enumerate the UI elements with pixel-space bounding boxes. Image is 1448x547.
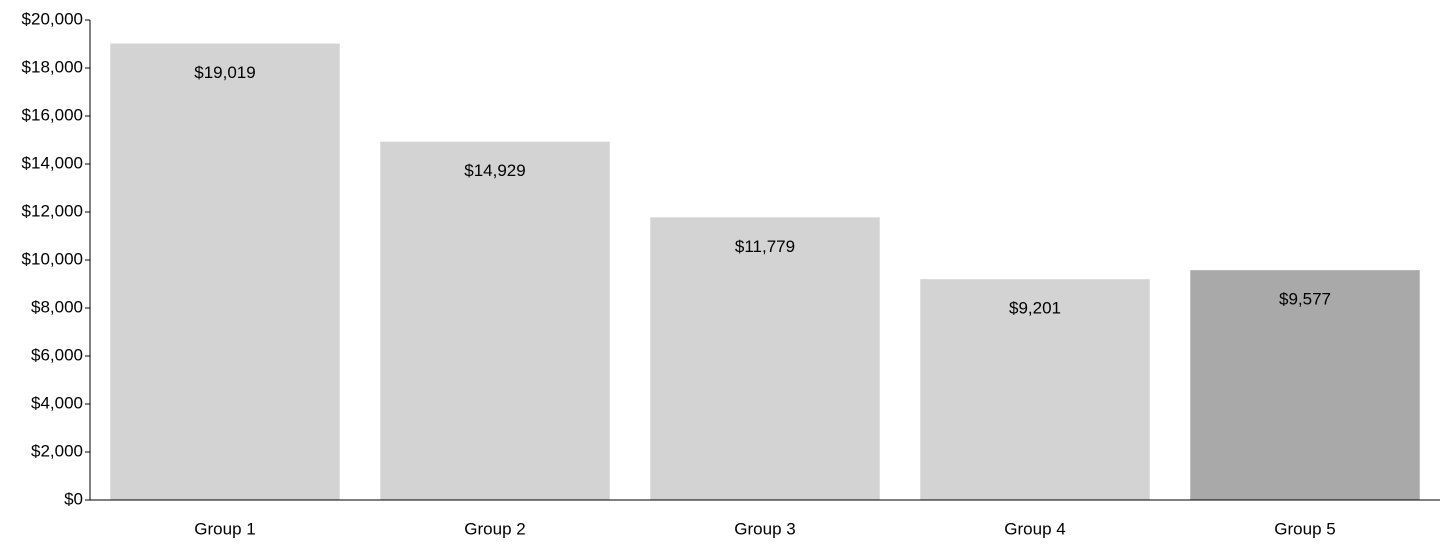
bar-value-label: $19,019 — [194, 63, 255, 82]
y-tick-label: $20,000 — [22, 9, 83, 28]
y-tick-label: $8,000 — [31, 297, 83, 316]
y-tick-label: $0 — [64, 489, 83, 508]
data-labels-group: $19,019 $14,929 $11,779 $9,201 $9,577 — [194, 63, 1331, 318]
y-tick-label: $10,000 — [22, 249, 83, 268]
x-category-label: Group 2 — [464, 519, 525, 538]
bar-value-label: $11,779 — [735, 237, 795, 256]
bar-value-label: $14,929 — [464, 161, 525, 180]
y-tick-label: $4,000 — [31, 393, 83, 412]
y-tick-label: $18,000 — [22, 57, 83, 76]
bar-value-label: $9,577 — [1279, 290, 1331, 309]
bar-group-4 — [920, 279, 1150, 500]
y-tick-label: $16,000 — [22, 105, 83, 124]
x-category-label: Group 3 — [734, 519, 795, 538]
y-tick-label: $12,000 — [22, 201, 83, 220]
bar-group-5 — [1190, 270, 1420, 500]
y-tick-label: $14,000 — [22, 153, 83, 172]
x-category-label: Group 4 — [1004, 519, 1065, 538]
y-axis-ticks: $0 $2,000 $4,000 $6,000 $8,000 $10,000 $12,000… — [22, 9, 90, 508]
y-tick-label: $2,000 — [31, 441, 83, 460]
bar-value-label: $9,201 — [1009, 299, 1061, 318]
x-category-label: Group 1 — [194, 519, 255, 538]
bars-group — [110, 43, 1420, 501]
x-category-label: Group 5 — [1274, 519, 1335, 538]
y-tick-label: $6,000 — [31, 345, 83, 364]
bar-group-3 — [650, 217, 880, 500]
bar-group-2 — [380, 141, 610, 501]
x-axis-labels: Group 1 Group 2 Group 3 Group 4 Group 5 — [194, 519, 1335, 538]
bar-group-1 — [110, 43, 340, 500]
